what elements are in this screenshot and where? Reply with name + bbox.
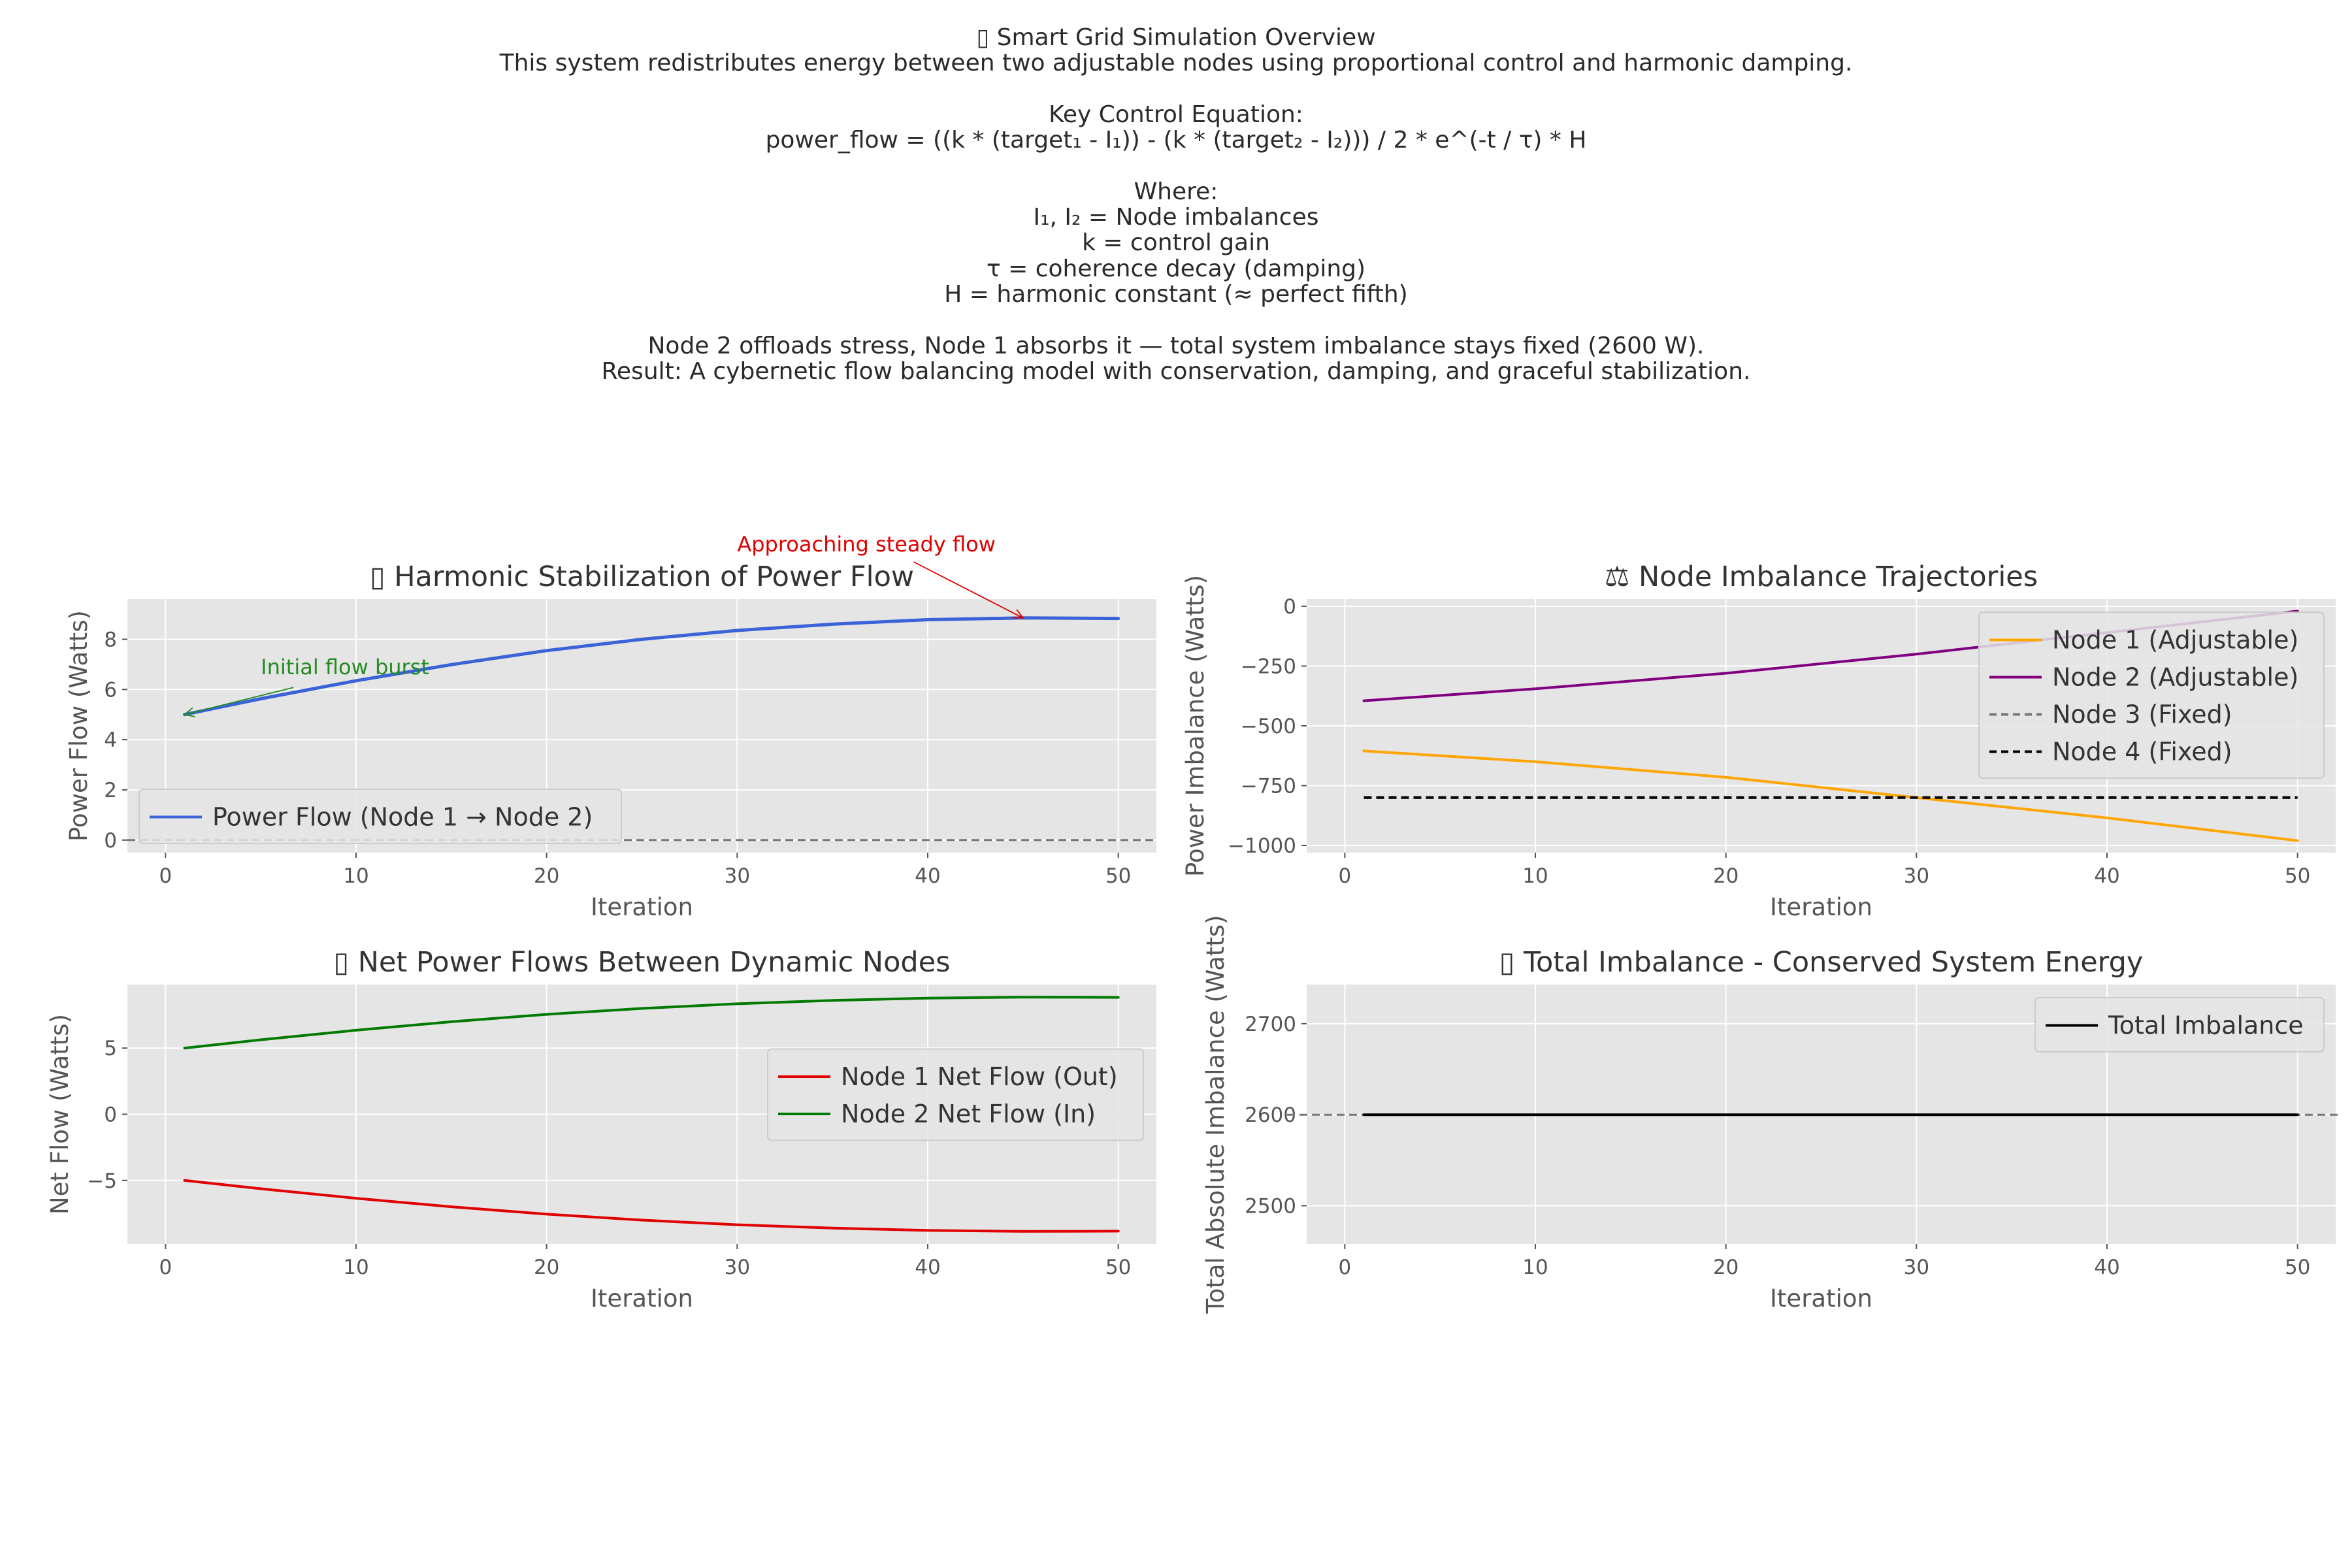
series-line-1 bbox=[1362, 749, 2299, 842]
annotation-arrowhead bbox=[1012, 609, 1024, 619]
x-tick-label: 50 bbox=[2285, 1256, 2310, 1279]
legend-label: Power Flow (Node 1 → Node 2) bbox=[212, 803, 593, 832]
figure-header: ▯ Smart Grid Simulation Overview This sys… bbox=[0, 25, 2352, 384]
annotation-arrow bbox=[184, 687, 294, 715]
x-tick-label: 0 bbox=[159, 864, 172, 888]
legend: Power Flow (Node 1 → Node 2) bbox=[139, 789, 622, 844]
legend-label: Node 4 (Fixed) bbox=[2052, 738, 2232, 766]
chart-title: ▯ Total Imbalance - Conserved System Ene… bbox=[1499, 946, 2144, 979]
legend-label: Total Imbalance bbox=[2108, 1011, 2304, 1040]
chart-title: ⚖ Node Imbalance Trajectories bbox=[1605, 561, 2038, 593]
x-tick-label: 10 bbox=[343, 864, 368, 888]
legend-frame bbox=[767, 1048, 1144, 1141]
x-tick-label: 0 bbox=[1338, 1256, 1351, 1279]
legend-frame bbox=[2034, 997, 2325, 1053]
x-tick-label: 20 bbox=[1713, 1256, 1739, 1279]
legend-label: Node 1 Net Flow (Out) bbox=[841, 1062, 1118, 1091]
y-axis-label: Power Flow (Watts) bbox=[65, 610, 93, 841]
header-line: Where: bbox=[1134, 178, 1218, 205]
chart-title: ▯ Harmonic Stabilization of Power Flow bbox=[370, 561, 914, 593]
header-line: Result: A cybernetic flow balancing mode… bbox=[601, 357, 1751, 385]
x-tick-label: 20 bbox=[534, 864, 559, 888]
x-tick-label: 10 bbox=[1522, 864, 1548, 888]
legend-label: Node 3 (Fixed) bbox=[2052, 700, 2232, 729]
y-tick-label: 4 bbox=[104, 728, 117, 752]
chart-title: ▯ Net Power Flows Between Dynamic Nodes bbox=[333, 946, 950, 979]
x-tick-label: 30 bbox=[725, 864, 750, 888]
header-line: τ = coherence decay (damping) bbox=[986, 255, 1366, 282]
annotation-arrowhead bbox=[183, 707, 195, 717]
y-tick-label: 0 bbox=[104, 1103, 117, 1127]
header-line: Key Control Equation: bbox=[1049, 101, 1303, 128]
chart-panel-1: 0 10 20 30 40 50 0 2 4 6 8 ▯ Harmonic Stabilization… bbox=[65, 532, 1156, 921]
x-tick-label: 0 bbox=[1338, 864, 1351, 888]
annotation-text: Initial flow burst bbox=[261, 655, 429, 679]
legend-label: Node 2 (Adjustable) bbox=[2052, 663, 2298, 692]
x-tick-label: 40 bbox=[915, 1256, 940, 1279]
series-line-1 bbox=[183, 1179, 1120, 1233]
y-tick-label: 0 bbox=[104, 829, 117, 853]
header-line: This system redistributes energy between… bbox=[499, 50, 1853, 77]
x-axis-label: Iteration bbox=[1770, 893, 1872, 921]
x-tick-label: 0 bbox=[159, 1256, 172, 1279]
legend-frame bbox=[1978, 612, 2325, 779]
y-tick-label: 2700 bbox=[1245, 1013, 1296, 1036]
header-line: I₁, I₂ = Node imbalances bbox=[1033, 204, 1319, 231]
y-axis-label: Net Flow (Watts) bbox=[46, 1014, 74, 1215]
y-tick-label: −500 bbox=[1241, 715, 1296, 738]
series-line-1 bbox=[183, 616, 1120, 717]
x-tick-label: 50 bbox=[1105, 864, 1131, 888]
y-tick-label: −5 bbox=[87, 1169, 117, 1193]
x-tick-label: 30 bbox=[1904, 864, 1929, 888]
x-axis-label: Iteration bbox=[591, 1284, 693, 1313]
y-axis-label: Total Absolute Imbalance (Watts) bbox=[1201, 915, 1230, 1314]
x-tick-label: 40 bbox=[915, 864, 940, 888]
legend-label: Node 2 Net Flow (In) bbox=[841, 1100, 1096, 1128]
y-tick-label: −750 bbox=[1241, 775, 1296, 798]
legend: Node 1 (Adjustable) Node 2 (Adjustable) No… bbox=[1978, 612, 2325, 779]
x-tick-label: 50 bbox=[2285, 864, 2310, 888]
series-line-2 bbox=[183, 996, 1120, 1050]
x-tick-label: 20 bbox=[534, 1256, 559, 1279]
y-tick-label: 2500 bbox=[1245, 1194, 1296, 1218]
header-line: Node 2 offloads stress, Node 1 absorbs i… bbox=[647, 332, 1705, 359]
y-tick-label: 5 bbox=[104, 1037, 117, 1060]
annotation-arrow bbox=[913, 561, 1024, 619]
x-tick-label: 40 bbox=[2094, 864, 2119, 888]
x-tick-label: 10 bbox=[1522, 1256, 1548, 1279]
y-tick-label: −250 bbox=[1241, 655, 1296, 678]
y-tick-label: −1000 bbox=[1228, 834, 1296, 858]
x-tick-label: 30 bbox=[1904, 1256, 1929, 1279]
legend: Total Imbalance bbox=[2034, 997, 2325, 1053]
x-tick-label: 40 bbox=[2094, 1256, 2119, 1279]
header-line: H = harmonic constant (≈ perfect fifth) bbox=[944, 280, 1408, 308]
y-tick-label: 0 bbox=[1283, 595, 1296, 619]
header-line: ▯ Smart Grid Simulation Overview bbox=[976, 24, 1376, 51]
y-tick-label: 6 bbox=[104, 678, 117, 702]
y-axis-label: Power Imbalance (Watts) bbox=[1181, 575, 1209, 877]
legend-frame bbox=[139, 789, 622, 844]
x-tick-label: 10 bbox=[343, 1256, 368, 1279]
legend-label: Node 1 (Adjustable) bbox=[2052, 626, 2298, 655]
chart-panel-2: 0 10 20 30 40 50 0 −250 −500 −750 −1000 ⚖ Node Imba… bbox=[1181, 561, 2336, 921]
annotation-text: Approaching steady flow bbox=[737, 532, 996, 557]
x-axis-label: Iteration bbox=[1770, 1284, 1872, 1313]
header-line: power_flow = ((k * (target₁ - I₁)) - (k … bbox=[765, 127, 1587, 154]
x-axis-label: Iteration bbox=[591, 893, 693, 921]
x-tick-label: 30 bbox=[725, 1256, 750, 1279]
header-line: k = control gain bbox=[1082, 229, 1270, 257]
x-tick-label: 50 bbox=[1105, 1256, 1131, 1279]
y-tick-label: 8 bbox=[104, 628, 117, 651]
y-tick-label: 2 bbox=[104, 779, 117, 802]
legend: Node 1 Net Flow (Out) Node 2 Net Flow (In… bbox=[767, 1048, 1144, 1141]
x-tick-label: 20 bbox=[1713, 864, 1739, 888]
